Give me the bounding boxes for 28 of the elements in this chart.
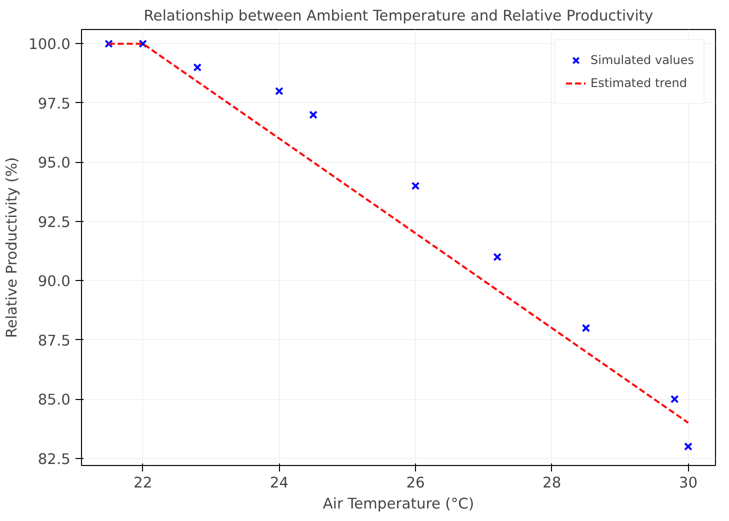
y-tick-label: 92.5 — [38, 214, 71, 231]
point — [582, 324, 590, 332]
y-tick-label: 87.5 — [38, 332, 71, 350]
x-tick-label: 26 — [406, 474, 425, 492]
chart-title: Relationship between Ambient Temperature and Relative Productivity — [144, 8, 654, 24]
point — [411, 182, 420, 190]
x-tick-label: 22 — [134, 474, 152, 492]
point — [684, 442, 692, 451]
legend-label: Estimated trend — [590, 76, 687, 90]
x-tick-label: 28 — [542, 474, 562, 492]
y-tick-label: 90.0 — [38, 273, 71, 290]
point — [138, 40, 148, 48]
x-tick-label: 30 — [678, 474, 698, 492]
y-tick-label: 97.5 — [38, 95, 71, 112]
point — [104, 40, 113, 48]
y-axis-title: Relative Productivity (%) — [4, 157, 21, 338]
point — [493, 252, 502, 262]
y-tick-label: 85.0 — [38, 392, 71, 409]
y-tick-label: 95.0 — [38, 154, 71, 172]
y-tick-label: 82.5 — [38, 450, 71, 468]
x-axis-title: Air Temperature (°C) — [322, 496, 474, 512]
point — [309, 110, 318, 119]
point — [670, 394, 679, 404]
point — [193, 63, 202, 72]
point — [275, 86, 284, 96]
y-tick-label: 100.0 — [28, 36, 71, 54]
x-tick-label: 24 — [270, 474, 289, 492]
legend-label: Simulated values — [590, 53, 694, 67]
